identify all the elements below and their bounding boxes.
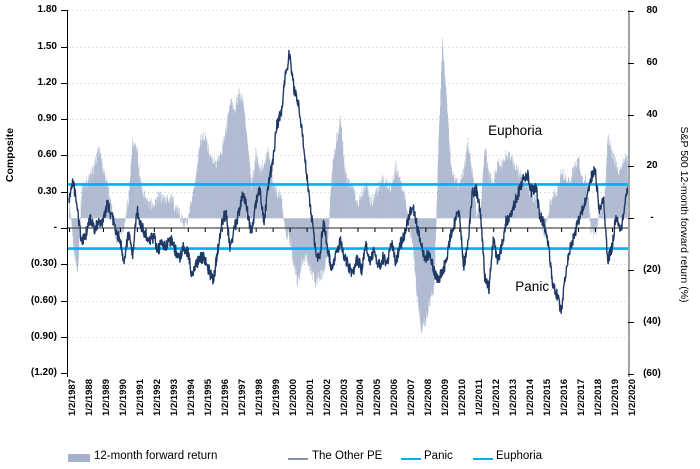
- x-axis-date-label: 1/2/1998: [253, 379, 265, 416]
- x-axis-date-label: 1/2/1999: [270, 379, 282, 416]
- y-axis-right-tick-label: (60): [643, 367, 661, 379]
- y-axis-left-tick: [61, 119, 67, 121]
- x-axis-date-label: 1/2/1992: [151, 379, 163, 416]
- legend-line-swatch: [401, 457, 421, 461]
- y-axis-left-tick-label: -: [53, 222, 57, 233]
- y-axis-left-tick-label: 1.50: [37, 40, 57, 52]
- legend-line-swatch: [288, 457, 308, 461]
- x-axis-date-label: 1/2/2020: [627, 379, 638, 416]
- x-axis-date-label: 1/2/2005: [372, 379, 384, 416]
- y-axis-left-tick: [61, 191, 67, 193]
- x-axis-date-label: 1/2/1995: [202, 379, 214, 416]
- y-axis-right-tick: [628, 114, 634, 116]
- y-axis-right-tick: [628, 270, 634, 272]
- x-axis-date-label: 1/2/2016: [559, 379, 571, 416]
- legend-bar-swatch: [68, 454, 90, 462]
- x-axis-date-label: 1/2/2004: [355, 379, 367, 416]
- y-axis-right-tick-label: 40: [646, 108, 658, 120]
- x-axis-date-label: 1/2/1994: [185, 379, 197, 416]
- x-axis-date-label: 1/2/2010: [457, 379, 469, 416]
- y-axis-left-tick-label: 0.30: [37, 185, 57, 197]
- y-axis-left-tick: [61, 336, 67, 338]
- plot-area: [68, 10, 629, 373]
- y-axis-right-title: S&P 500 12-month forward return (%): [678, 126, 690, 303]
- x-axis-date-label: 1/2/2012: [491, 379, 503, 416]
- x-axis-date-label: 1/2/1997: [236, 379, 248, 416]
- y-axis-left-tick: [61, 10, 67, 12]
- y-axis-left-tick: [61, 373, 67, 375]
- x-axis-date-label: 1/2/2002: [321, 379, 333, 416]
- y-axis-right-tick-label: (40): [643, 316, 661, 328]
- y-axis-right-line: [628, 10, 630, 377]
- legend-label: The Other PE: [312, 450, 383, 462]
- y-axis-left-line: [67, 10, 68, 377]
- x-axis-date-label: 1/2/2000: [287, 379, 299, 416]
- y-axis-right-tick: [628, 10, 634, 12]
- legend-label: 12-month forward return: [94, 450, 218, 462]
- y-axis-left-tick-label: (0.90): [30, 330, 57, 342]
- x-axis-date-label: 1/2/2015: [542, 379, 554, 416]
- y-axis-left-tick-label: (1.20): [30, 367, 57, 379]
- x-axis-date-label: 1/2/2013: [508, 379, 520, 416]
- y-axis-right-tick-label: 60: [646, 56, 658, 68]
- y-axis-left-tick-label: 0.90: [37, 113, 57, 125]
- y-axis-left-tick: [61, 46, 67, 48]
- y-axis-right-tick-label: 80: [646, 4, 658, 16]
- y-axis-right-tick: [628, 373, 634, 375]
- y-axis-left-tick: [61, 155, 67, 157]
- legend-label: Panic: [424, 450, 453, 462]
- legend-line-swatch: [473, 457, 493, 461]
- x-axis-date-label: 1/2/1989: [100, 379, 112, 416]
- y-axis-right-tick-label: 20: [646, 160, 658, 172]
- x-axis-date-label: 1/2/2014: [525, 379, 537, 416]
- y-axis-right-tick: [628, 218, 634, 220]
- y-axis-left-tick-label: 0.60: [37, 149, 57, 161]
- x-axis-date-label: 1/2/2001: [304, 379, 316, 416]
- x-axis-date-label: 1/2/2009: [440, 379, 452, 416]
- x-axis-date-label: 1/2/1990: [117, 379, 129, 416]
- x-axis-date-label: 1/2/1991: [134, 379, 146, 416]
- y-axis-right-tick-label: -: [650, 212, 654, 224]
- x-axis-date-label: 1/2/2008: [423, 379, 435, 416]
- legend-label: Euphoria: [496, 450, 543, 462]
- y-axis-left-tick: [61, 300, 67, 302]
- x-axis-date-label: 1/2/2019: [610, 379, 622, 416]
- y-axis-right-tick: [628, 322, 634, 324]
- annotation-euphoria: Euphoria: [488, 123, 543, 139]
- y-axis-right-tick: [628, 62, 634, 64]
- x-axis-date-label: 1/2/2003: [338, 379, 350, 416]
- y-axis-left-tick-label: 1.20: [37, 76, 57, 88]
- y-axis-right-tick-label: (20): [643, 264, 661, 276]
- y-axis-left-tick-label: 1.80: [37, 4, 57, 16]
- annotation-panic: Panic: [515, 279, 550, 295]
- y-axis-left-tick-label: (0.30): [30, 258, 57, 270]
- y-axis-left-tick: [61, 264, 67, 266]
- y-axis-left-tick: [61, 82, 67, 84]
- x-axis-date-label: 1/2/2017: [576, 379, 588, 416]
- x-axis-date-label: 1/2/1987: [67, 379, 78, 416]
- x-axis-date-label: 1/2/2007: [406, 379, 418, 416]
- y-axis-right-tick: [628, 166, 634, 168]
- x-axis-date-label: 1/2/1988: [83, 379, 95, 416]
- x-axis-date-label: 1/2/2011: [474, 379, 486, 416]
- y-axis-left-tick: [61, 228, 67, 229]
- x-axis-date-label: 1/2/2018: [593, 379, 605, 416]
- x-axis-date-label: 1/2/1996: [219, 379, 231, 416]
- y-axis-left-tick-label: (0.60): [30, 294, 57, 306]
- x-axis-date-label: 1/2/1993: [168, 379, 180, 416]
- x-axis-date-label: 1/2/2006: [389, 379, 401, 416]
